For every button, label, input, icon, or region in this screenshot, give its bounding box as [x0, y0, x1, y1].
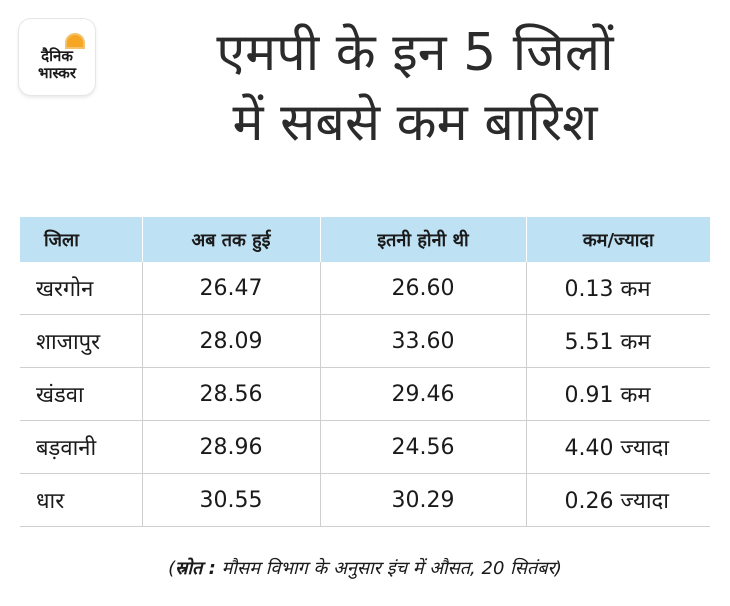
cell-district: बड़वानी	[20, 420, 142, 474]
cell-district: धार	[20, 473, 142, 527]
table-row: खंडवा 28.56 29.46 0.91 कम	[20, 367, 710, 421]
cell-district: खरगोन	[20, 262, 142, 315]
header-district: जिला	[20, 217, 142, 262]
source-label: स्रोत :	[175, 558, 216, 579]
source-text: मौसम विभाग के अनुसार इंच में औसत, 20 सित…	[215, 558, 562, 579]
header-expected: इतनी होनी थी	[319, 217, 526, 262]
cell-district: खंडवा	[20, 367, 142, 421]
cell-district: शाजापुर	[20, 314, 142, 368]
cell-difference: 0.26 ज्यादा	[525, 473, 710, 527]
sun-icon	[65, 33, 85, 49]
cell-expected: 33.60	[319, 314, 526, 368]
cell-expected: 26.60	[319, 262, 526, 315]
logo-line2: भास्कर	[38, 64, 76, 82]
cell-received: 30.55	[141, 473, 320, 527]
cell-difference: 4.40 ज्यादा	[525, 420, 710, 474]
table-row: शाजापुर 28.09 33.60 5.51 कम	[20, 314, 710, 368]
cell-expected: 29.46	[319, 367, 526, 421]
header-received: अब तक हुई	[141, 217, 320, 262]
cell-received: 28.09	[141, 314, 320, 368]
header-difference: कम/ज्यादा	[525, 217, 710, 262]
logo-line1: दैनिक	[41, 47, 73, 65]
cell-difference: 0.91 कम	[525, 367, 710, 421]
table-header-row: जिला अब तक हुई इतनी होनी थी कम/ज्यादा	[20, 217, 710, 262]
table-row: खरगोन 26.47 26.60 0.13 कम	[20, 262, 710, 315]
cell-expected: 24.56	[319, 420, 526, 474]
title-line1: एमपी के इन 5 जिलों	[216, 23, 614, 83]
source-note: (स्रोत : मौसम विभाग के अनुसार इंच में औस…	[0, 556, 730, 580]
rainfall-table: जिला अब तक हुई इतनी होनी थी कम/ज्यादा खर…	[20, 217, 710, 527]
cell-received: 28.56	[141, 367, 320, 421]
cell-difference: 0.13 कम	[525, 262, 710, 315]
source-prefix: (	[168, 558, 176, 579]
page-title: एमपी के इन 5 जिलों में सबसे कम बारिश	[125, 18, 705, 158]
cell-received: 26.47	[141, 262, 320, 315]
table-row: धार 30.55 30.29 0.26 ज्यादा	[20, 473, 710, 527]
cell-expected: 30.29	[319, 473, 526, 527]
cell-received: 28.96	[141, 420, 320, 474]
cell-difference: 5.51 कम	[525, 314, 710, 368]
dainik-bhaskar-logo: दैनिक भास्कर	[19, 19, 95, 95]
title-line2: में सबसे कम बारिश	[232, 93, 598, 153]
table-row: बड़वानी 28.96 24.56 4.40 ज्यादा	[20, 420, 710, 474]
